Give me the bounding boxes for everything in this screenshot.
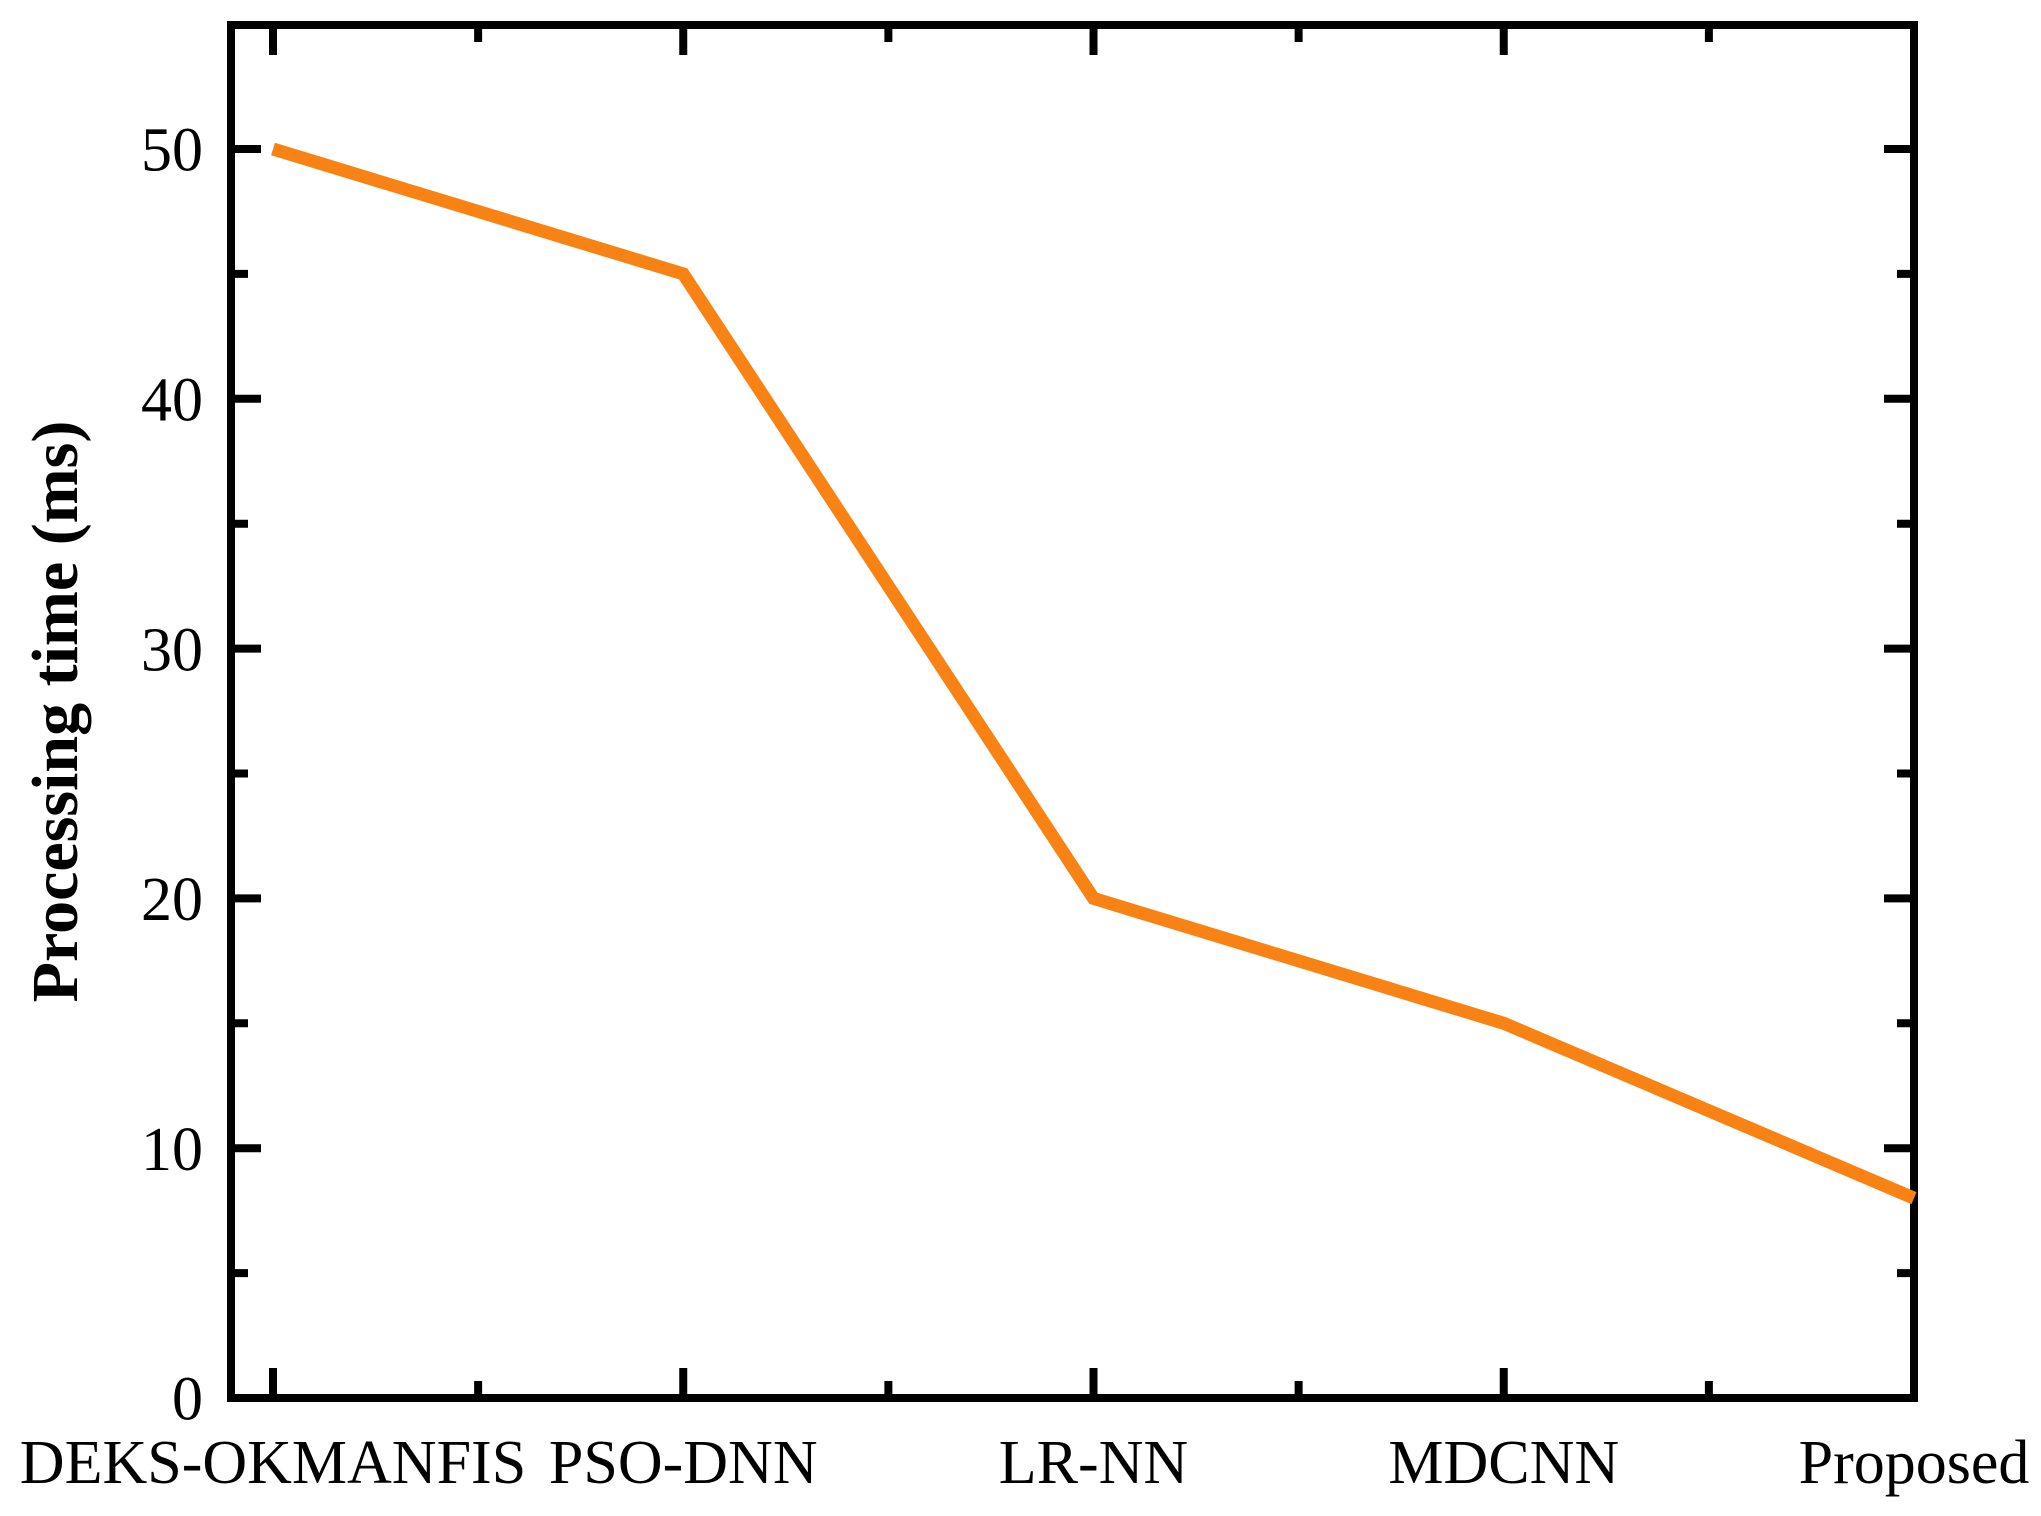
y-tick-label: 10 (141, 1116, 203, 1184)
x-category-label: DEKS-OKMANFIS (20, 1429, 526, 1497)
y-tick-label: 50 (141, 117, 203, 185)
y-tick-label: 20 (141, 866, 203, 934)
y-tick-label: 30 (141, 616, 203, 684)
x-category-label: LR-NN (999, 1429, 1188, 1497)
x-category-label: Proposed (1799, 1429, 2030, 1497)
plot-border (227, 21, 1918, 1402)
data-line (271, 142, 1917, 1205)
y-axis-title: Processing time (ms) (19, 421, 92, 1003)
y-tick-label: 0 (172, 1366, 203, 1434)
y-tick-label: 40 (141, 367, 203, 435)
x-category-label: PSO-DNN (549, 1429, 818, 1497)
x-category-label: MDCNN (1388, 1429, 1619, 1497)
